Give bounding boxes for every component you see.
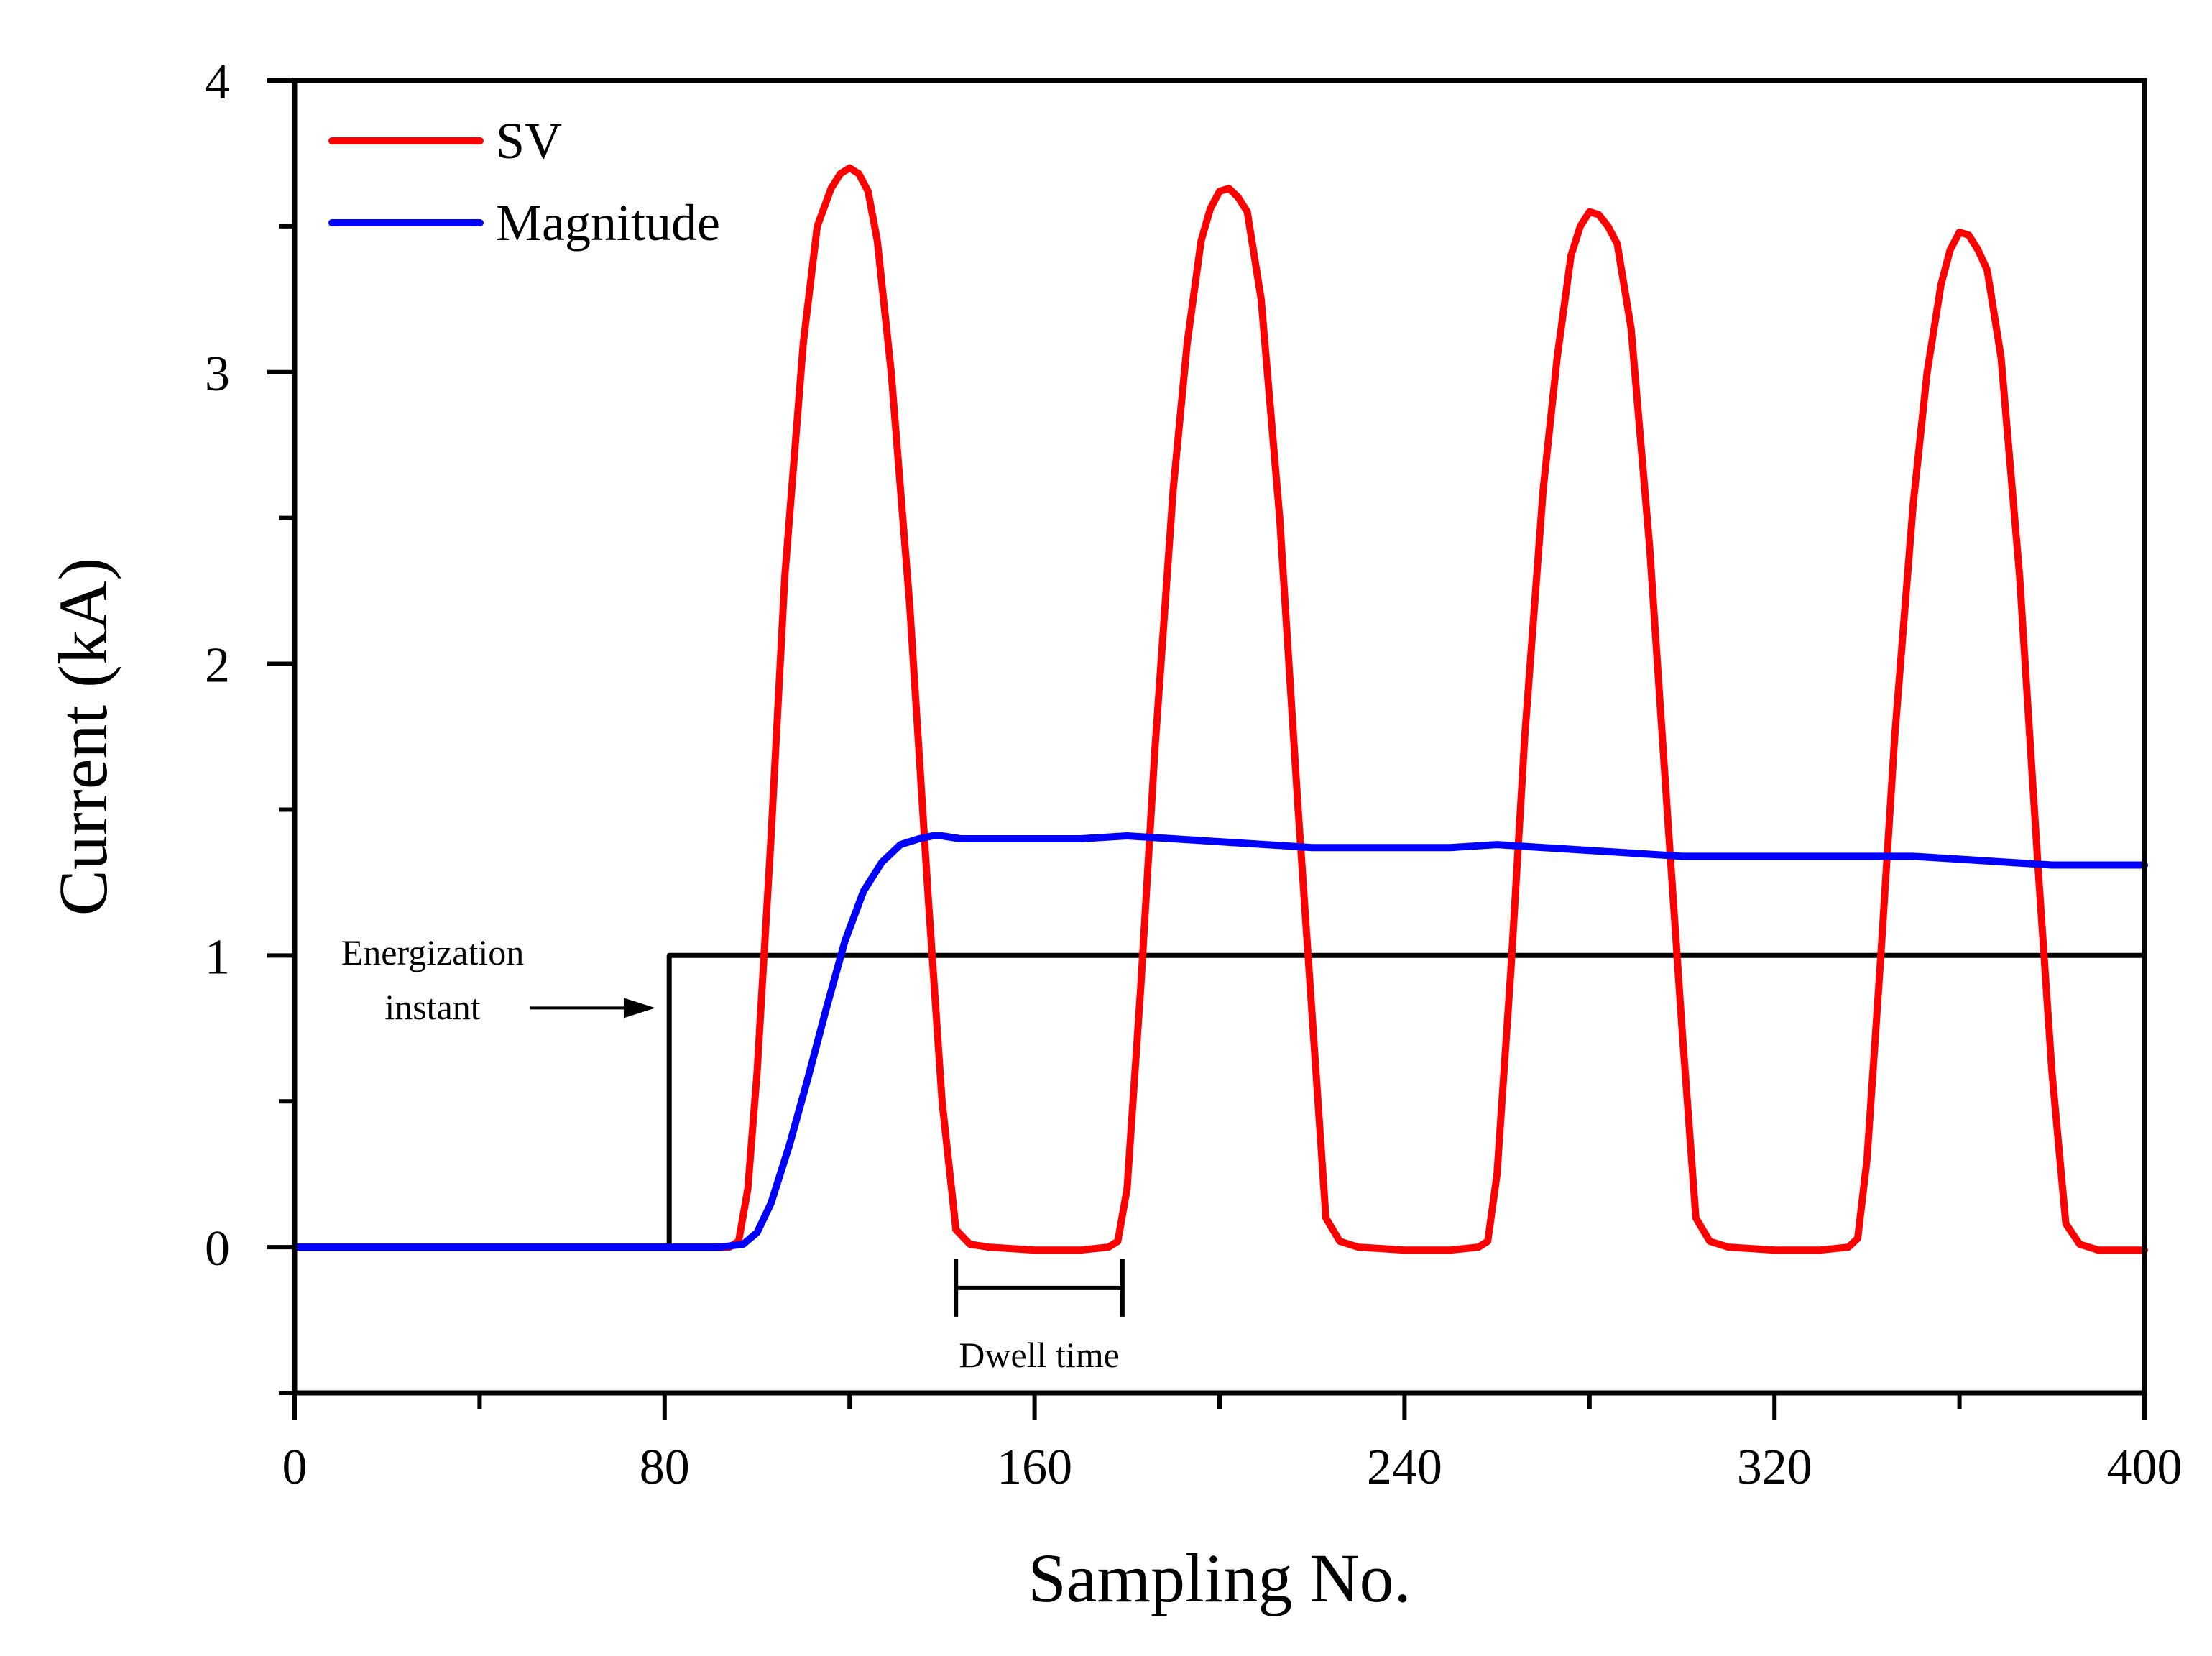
x-tick-label: 400 [2107, 1440, 2183, 1495]
y-tick-label: 1 [205, 929, 230, 985]
x-tick-label: 0 [282, 1440, 308, 1495]
y-tick-label: 4 [205, 55, 230, 110]
y-axis-title: Current (kA) [45, 558, 121, 916]
series-layer [291, 164, 2148, 1254]
x-tick-label: 160 [997, 1440, 1072, 1495]
dwell-time-label: Dwell time [959, 1335, 1120, 1375]
legend: SV Magnitude [328, 112, 720, 252]
legend-label-magnitude: Magnitude [496, 194, 720, 252]
legend-label-sv: SV [496, 112, 562, 170]
series-line-magnitude [291, 832, 2148, 1251]
x-axis-title: Sampling No. [1028, 1540, 1411, 1616]
annotations: Energization instant Dwell time [341, 932, 1125, 1375]
energization-label-line2: instant [384, 987, 480, 1027]
y-tick-label: 3 [205, 346, 230, 402]
x-tick-label: 80 [640, 1440, 690, 1495]
plot-frame [292, 78, 2147, 1396]
energization-arrow-head [623, 998, 655, 1018]
series-line-sv [291, 164, 2148, 1254]
series-line-energization-step [292, 952, 2147, 1250]
energization-label-line1: Energization [341, 932, 525, 972]
y-tick-label: 2 [205, 638, 230, 694]
x-tick-label: 240 [1367, 1440, 1442, 1495]
x-tick-label: 320 [1737, 1440, 1812, 1495]
axes-layer: 0 80 160 240 320 400 0 1 2 3 4 Sampling No. Current … [45, 55, 2183, 1616]
y-tick-label: 0 [205, 1221, 230, 1276]
